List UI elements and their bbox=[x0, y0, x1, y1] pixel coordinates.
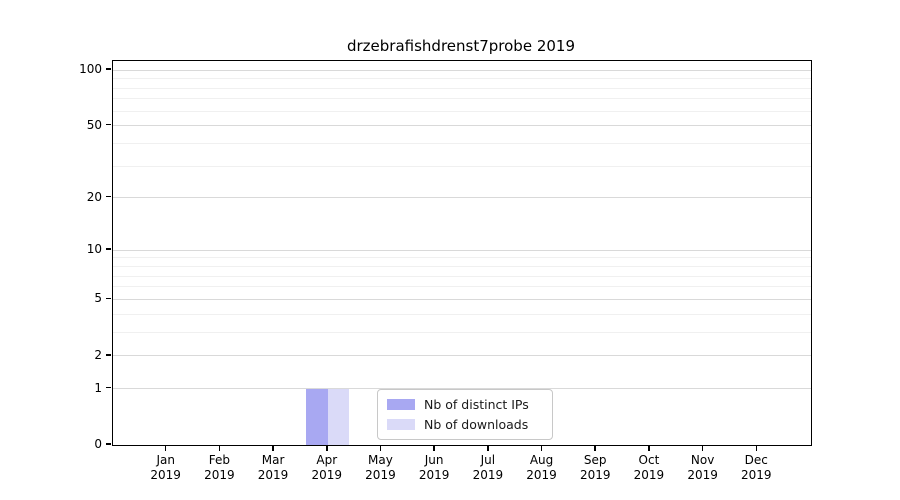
y-gridline-minor bbox=[113, 313, 811, 315]
y-gridline-minor bbox=[113, 98, 811, 100]
legend-label: Nb of downloads bbox=[424, 417, 529, 432]
plot-area: Nb of distinct IPs Nb of downloads bbox=[112, 60, 812, 446]
y-gridline-minor bbox=[113, 110, 811, 112]
y-gridline-major bbox=[113, 355, 811, 357]
x-tick-mark bbox=[487, 445, 489, 451]
x-tick-label: Mar 2019 bbox=[257, 453, 289, 482]
x-tick-label: Feb 2019 bbox=[204, 453, 235, 482]
x-tick-mark bbox=[164, 445, 167, 451]
y-gridline-major bbox=[113, 298, 811, 300]
x-tick-mark bbox=[218, 445, 221, 451]
legend-label: Nb of distinct IPs bbox=[424, 397, 529, 412]
y-tick-mark bbox=[106, 123, 111, 126]
y-tick-mark bbox=[106, 248, 111, 250]
x-tick-label: Oct 2019 bbox=[633, 453, 665, 482]
y-tick-label: 0 bbox=[94, 437, 102, 451]
y-gridline-minor bbox=[113, 331, 811, 333]
x-tick-label: Nov 2019 bbox=[687, 453, 718, 482]
y-gridline-minor bbox=[113, 78, 811, 80]
y-tick-mark bbox=[106, 443, 111, 445]
x-tick-label: Jun 2019 bbox=[418, 453, 450, 482]
x-tick-label: Jul 2019 bbox=[472, 453, 504, 482]
x-tick-mark bbox=[648, 445, 650, 451]
x-tick-mark bbox=[540, 445, 543, 451]
x-tick-mark bbox=[379, 445, 382, 451]
y-tick-label: 1 bbox=[94, 380, 102, 395]
y-tick-label: 50 bbox=[86, 117, 102, 132]
y-tick-label: 20 bbox=[86, 189, 102, 204]
y-tick-mark bbox=[106, 386, 111, 389]
x-tick-label: Dec 2019 bbox=[741, 453, 772, 482]
y-tick-label: 5 bbox=[94, 291, 102, 306]
x-tick-label: Sep 2019 bbox=[579, 453, 611, 482]
x-tick-label: Apr 2019 bbox=[311, 453, 343, 482]
y-gridline-major bbox=[113, 388, 811, 390]
y-gridline-minor bbox=[113, 266, 811, 268]
y-tick-mark bbox=[106, 68, 111, 70]
y-gridline-major bbox=[113, 69, 811, 71]
legend-swatch-distinct-ips bbox=[387, 399, 415, 410]
y-tick-label: 100 bbox=[79, 62, 102, 77]
y-tick-mark bbox=[106, 354, 111, 356]
legend-row: Nb of downloads bbox=[387, 417, 543, 432]
bar-apr-downloads bbox=[327, 388, 350, 445]
legend-row: Nb of distinct IPs bbox=[387, 397, 543, 412]
y-gridline-minor bbox=[113, 286, 811, 288]
x-tick-mark bbox=[433, 445, 435, 451]
y-tick-label: 2 bbox=[94, 347, 102, 362]
y-gridline-minor bbox=[113, 275, 811, 277]
x-tick-mark bbox=[326, 445, 328, 451]
y-tick-mark bbox=[106, 297, 111, 300]
y-tick-mark bbox=[106, 195, 111, 198]
y-tick-label: 10 bbox=[86, 242, 102, 257]
x-tick-label: Aug 2019 bbox=[526, 453, 557, 482]
y-gridline-major bbox=[113, 197, 811, 199]
x-tick-mark bbox=[272, 445, 274, 451]
y-gridline-major bbox=[113, 125, 811, 127]
y-gridline-minor bbox=[113, 142, 811, 144]
legend: Nb of distinct IPs Nb of downloads bbox=[377, 389, 553, 440]
x-tick-mark bbox=[755, 445, 758, 451]
legend-swatch-downloads bbox=[387, 419, 415, 430]
x-tick-mark bbox=[594, 445, 596, 451]
y-gridline-minor bbox=[113, 165, 811, 167]
y-gridline-major bbox=[113, 249, 811, 251]
y-gridline-minor bbox=[113, 87, 811, 89]
x-tick-label: May 2019 bbox=[365, 453, 396, 482]
bar-apr-distinct-ips bbox=[306, 388, 328, 445]
chart-title: drzebrafishdrenst7probe 2019 bbox=[346, 37, 575, 55]
x-tick-label: Jan 2019 bbox=[150, 453, 181, 482]
y-gridline-minor bbox=[113, 257, 811, 259]
x-tick-mark bbox=[701, 445, 704, 451]
